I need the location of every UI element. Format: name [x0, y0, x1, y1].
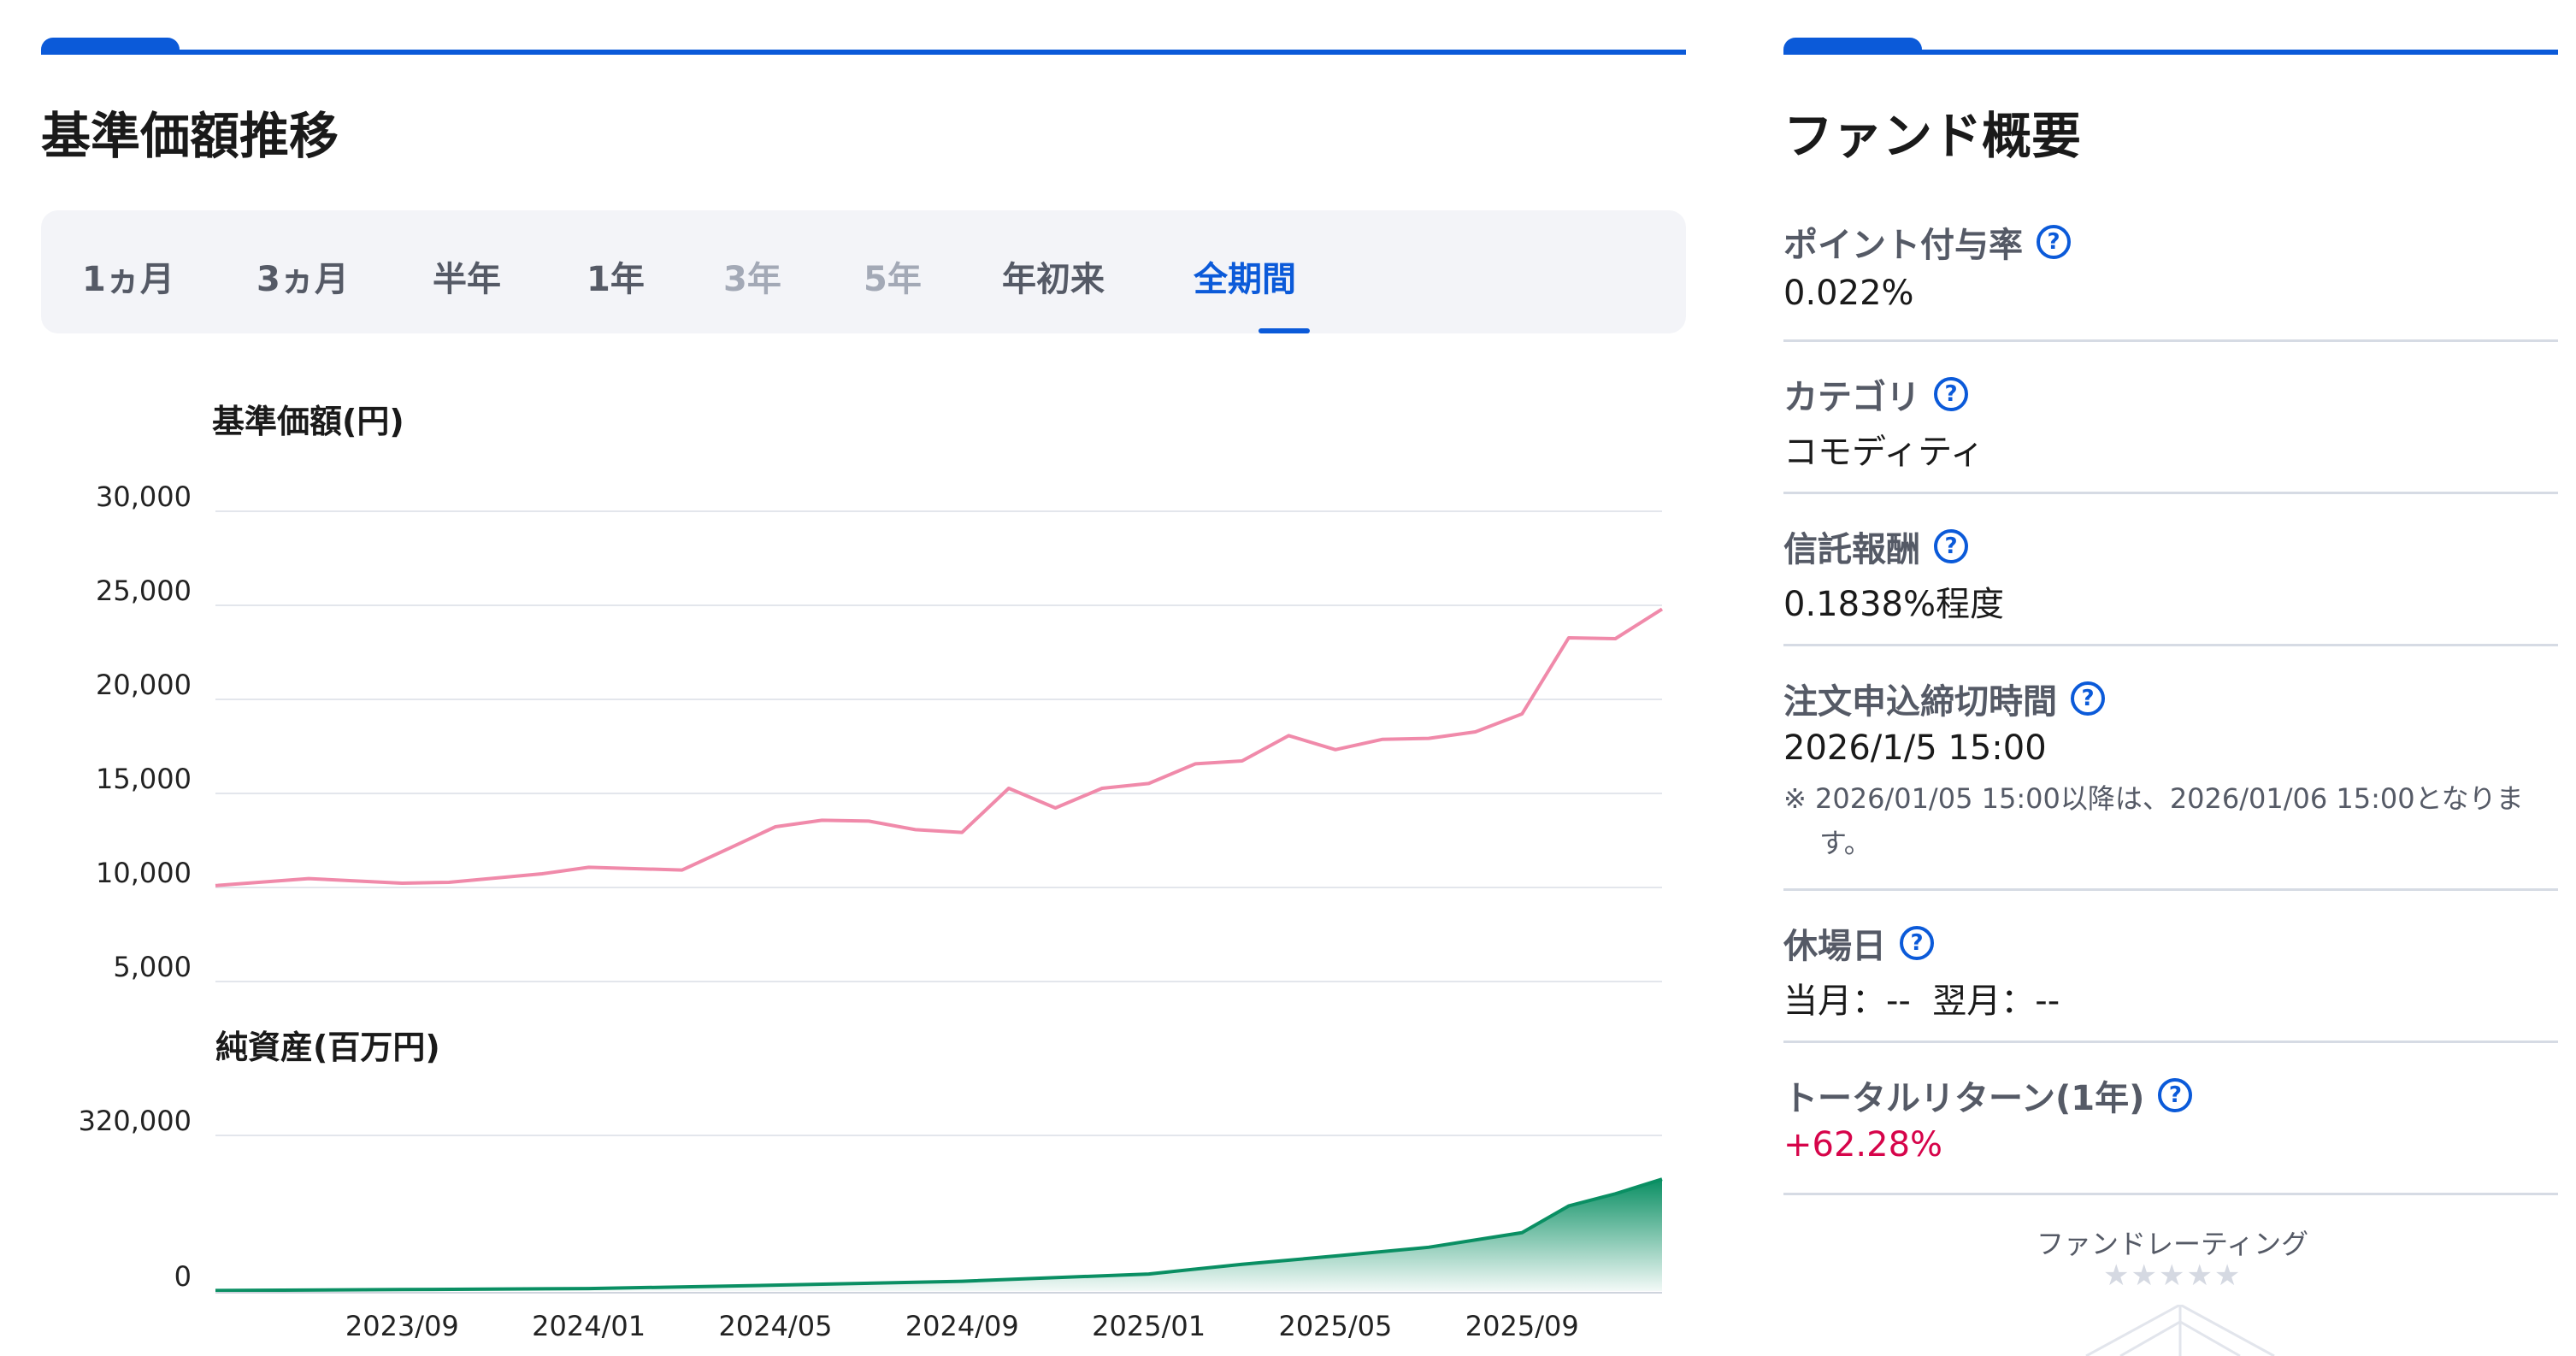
trust-fee-value: 0.1838%程度 — [1783, 585, 2004, 624]
price-y-tick-label: 30,000 — [96, 480, 192, 513]
price-y-tick-label: 25,000 — [96, 575, 192, 607]
chart-section-title: 基準価額推移 — [41, 107, 339, 165]
period-tabs: 1ヵ月 3ヵ月 半年 1年 3年 5年 年初来 全期間 — [41, 210, 1686, 333]
right-section-bar — [1783, 38, 2558, 55]
x-tick-label: 2024/05 — [718, 1310, 832, 1342]
info-label: カテゴリ? — [1783, 369, 1968, 419]
tab-year-to-date[interactable]: 年初来 — [1002, 260, 1105, 299]
info-point-rate: ポイント付与率? 0.022% — [1783, 212, 2558, 342]
holidays-label: 休場日 — [1783, 927, 1886, 966]
info-order-deadline: 注文申込締切時間? 2026/1/5 15:00 ※ 2026/01/05 15… — [1783, 646, 2558, 891]
help-icon[interactable]: ? — [1900, 926, 1934, 960]
fund-overview-title: ファンド概要 — [1783, 107, 2082, 165]
tab-5-years[interactable]: 5年 — [864, 260, 922, 299]
help-icon[interactable]: ? — [1934, 529, 1968, 563]
rating-stars-icon: ★★★★★ — [2103, 1259, 2243, 1293]
radar-chart-icon — [2085, 1305, 2275, 1356]
tab-1-year[interactable]: 1年 — [587, 260, 645, 299]
info-label: 信託報酬? — [1783, 522, 1968, 571]
help-icon[interactable]: ? — [2037, 225, 2071, 259]
point-rate-label: ポイント付与率 — [1783, 226, 2023, 265]
holidays-value: 当月：-- 翌月：-- — [1783, 982, 2060, 1021]
info-total-return: トータルリターン(1年)? +62.28% — [1783, 1043, 2558, 1195]
fund-charts: 基準価額(円) 30,000 25,000 20,000 15,000 10,000 5,0… — [79, 403, 1664, 1342]
help-icon[interactable]: ? — [2158, 1078, 2193, 1112]
total-return-label: トータルリターン(1年) — [1783, 1079, 2145, 1118]
x-tick-label: 2025/01 — [1092, 1310, 1205, 1342]
trust-fee-label: 信託報酬 — [1783, 530, 1920, 569]
fund-rating-label: ファンドレーティング — [2037, 1228, 2309, 1260]
assets-series-area — [215, 1179, 1662, 1291]
assets-series-line — [215, 1177, 1663, 1293]
active-tab-indicator — [1259, 328, 1310, 333]
left-section-bar — [41, 38, 1686, 55]
x-tick-label: 2023/09 — [345, 1310, 459, 1342]
order-deadline-note: ※ 2026/01/05 15:00以降は、2026/01/06 15:00とな… — [1783, 782, 2524, 859]
price-axis-title: 基準価額(円) — [212, 403, 404, 440]
info-holidays: 休場日? 当月：-- 翌月：-- — [1783, 891, 2558, 1043]
order-deadline-value: 2026/1/5 15:00 — [1783, 728, 2047, 768]
price-y-tick-label: 15,000 — [96, 763, 192, 795]
info-label: 休場日? — [1783, 918, 1934, 968]
x-tick-label: 2024/09 — [905, 1310, 1019, 1342]
chart-area: 基準価額(円) 30,000 25,000 20,000 15,000 10,000 5,0… — [0, 368, 1676, 1356]
info-label: トータルリターン(1年)? — [1783, 1070, 2193, 1120]
tab-3-months[interactable]: 3ヵ月 — [256, 260, 349, 299]
assets-y-tick-label: 320,000 — [79, 1105, 192, 1137]
price-series-line — [215, 607, 1664, 887]
price-y-tick-label: 5,000 — [113, 951, 192, 983]
tab-1-month[interactable]: 1ヵ月 — [82, 260, 174, 299]
help-icon[interactable]: ? — [1934, 377, 1968, 411]
info-label: ポイント付与率? — [1783, 217, 2071, 267]
info-trust-fee: 信託報酬? 0.1838%程度 — [1783, 494, 2558, 646]
assets-axis-title: 純資産(百万円) — [215, 1029, 440, 1066]
assets-y-tick-label: 0 — [174, 1260, 192, 1293]
info-label: 注文申込締切時間? — [1783, 674, 2105, 723]
order-deadline-label: 注文申込締切時間 — [1783, 682, 2057, 722]
price-y-tick-label: 10,000 — [96, 857, 192, 889]
category-value: コモディティ — [1783, 433, 1984, 472]
x-tick-label: 2025/09 — [1465, 1310, 1579, 1342]
info-category: カテゴリ? コモディティ — [1783, 342, 2558, 494]
x-tick-label: 2024/01 — [532, 1310, 645, 1342]
x-tick-label: 2025/05 — [1278, 1310, 1392, 1342]
price-y-tick-label: 20,000 — [96, 669, 192, 701]
category-label: カテゴリ — [1783, 378, 1920, 417]
tab-all-period[interactable]: 全期間 — [1194, 260, 1296, 299]
tab-half-year[interactable]: 半年 — [433, 260, 501, 299]
total-return-value: +62.28% — [1783, 1125, 1943, 1164]
help-icon[interactable]: ? — [2071, 681, 2105, 716]
point-rate-value: 0.022% — [1783, 274, 1914, 313]
tab-3-years[interactable]: 3年 — [723, 260, 781, 299]
